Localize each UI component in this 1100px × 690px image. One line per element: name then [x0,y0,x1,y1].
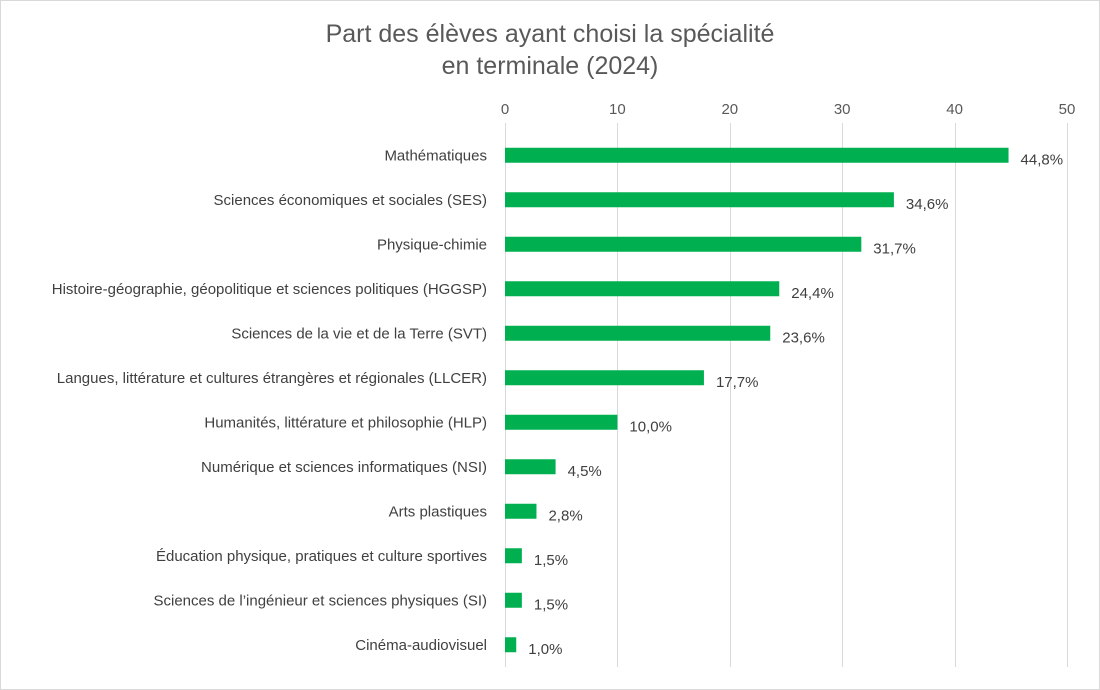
bar [505,459,556,475]
value-labels: 44,8% 34,6% 31,7% 24,4% 23,6% 17,7% 10,0% 4,5% 2… [528,151,1063,658]
bar [505,236,862,252]
data-label: 1,0% [528,641,562,658]
data-label: 2,8% [548,507,582,524]
bar [505,192,894,208]
x-tick-label: 20 [721,101,738,118]
data-label: 1,5% [534,552,568,569]
chart-title-line-1: Part des élèves ayant choisi la spéciali… [325,20,775,48]
data-label: 10,0% [629,418,672,435]
bars [505,147,1009,653]
x-axis-ticks: 0 10 20 30 40 50 [501,101,1076,118]
category-labels: Mathématiques Sciences économiques et soc… [52,147,487,654]
bar [505,548,522,564]
data-label: 4,5% [568,463,602,480]
x-tick-label: 10 [609,101,626,118]
bar [505,281,780,297]
bar [505,503,537,519]
data-label: 44,8% [1021,151,1064,168]
category-label: Sciences de la vie et de la Terre (SVT) [231,325,487,342]
category-label: Sciences économiques et sociales (SES) [214,192,487,209]
category-label: Numérique et sciences informatiques (NSI… [201,459,487,476]
bar [505,370,704,386]
x-tick-label: 30 [834,101,851,118]
data-label: 1,5% [534,596,568,613]
data-label: 34,6% [906,196,949,213]
category-label: Éducation physique, pratiques et culture… [156,548,487,565]
chart-title-line-2: en terminale (2024) [441,52,659,80]
category-label: Sciences de l’ingénieur et sciences phys… [153,592,487,609]
bar [505,592,522,608]
bar [505,414,618,430]
category-label: Physique-chimie [377,236,487,253]
data-label: 31,7% [873,240,916,257]
data-label: 17,7% [716,374,759,391]
category-label: Humanités, littérature et philosophie (H… [204,414,487,431]
category-label: Langues, littérature et cultures étrangè… [57,370,487,387]
bar [505,637,517,653]
bar [505,325,771,341]
bar [505,147,1009,163]
category-label: Histoire-géographie, géopolitique et sci… [52,281,487,298]
x-tick-label: 0 [501,101,509,118]
x-tick-label: 50 [1059,101,1076,118]
data-label: 24,4% [791,285,834,302]
category-label: Arts plastiques [389,503,487,520]
x-tick-label: 40 [946,101,963,118]
chart-title: Part des élèves ayant choisi la spéciali… [0,18,1100,82]
category-label: Mathématiques [384,147,487,164]
data-label: 23,6% [782,329,825,346]
category-label: Cinéma-audiovisuel [355,637,487,654]
gridlines [505,123,1068,667]
